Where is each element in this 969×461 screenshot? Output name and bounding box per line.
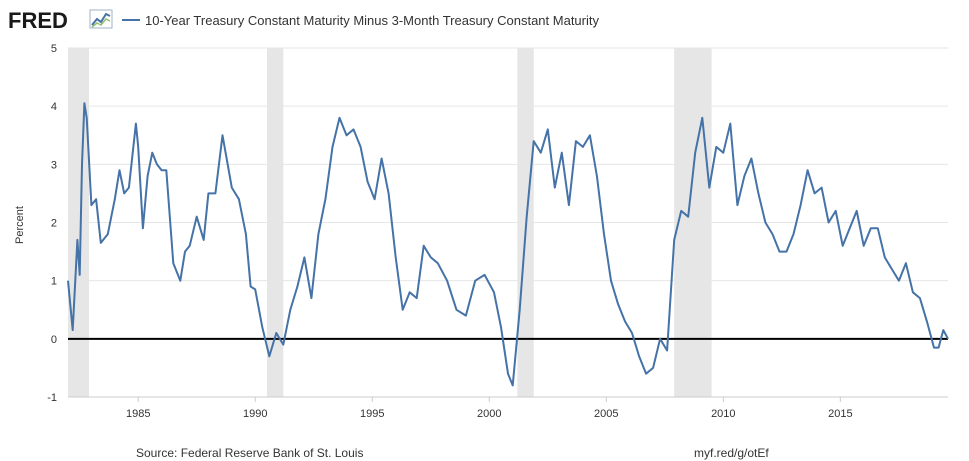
y-axis-label: Percent [14,206,26,244]
x-tick-label: 1985 [126,408,150,420]
grid-lines [68,47,948,398]
y-tick-label: 3 [51,159,57,171]
legend: 10-Year Treasury Constant Maturity Minus… [122,13,599,28]
fred-logo[interactable]: FRED [8,8,113,33]
series-line[interactable] [67,102,949,387]
y-tick-label: 4 [51,101,57,113]
x-tick-label: 2010 [711,408,735,420]
y-tick-label: 5 [51,43,57,55]
y-axis-ticks: -1 0 1 2 3 4 5 [47,43,57,404]
y-tick-label: -1 [47,392,57,404]
short-url-link[interactable]: myf.red/g/otEf [694,446,769,460]
legend-series-name: 10-Year Treasury Constant Maturity Minus… [145,13,599,28]
x-tick-label: 1995 [360,408,384,420]
logo-text: FRED [8,8,68,33]
y-tick-label: 0 [51,334,57,346]
source-text: Source: Federal Reserve Bank of St. Loui… [136,446,363,460]
y-tick-label: 2 [51,218,57,230]
x-tick-label: 2000 [477,408,501,420]
x-tick-label: 2015 [828,408,852,420]
x-tick-label: 2005 [594,408,618,420]
plot-area: -1 0 1 2 3 4 5 1985 1990 1995 2000 2005 2010 2015 [47,43,949,420]
logo-chart-icon [89,9,113,29]
x-axis-ticks: 1985 1990 1995 2000 2005 2010 2015 [68,396,948,420]
y-tick-label: 1 [51,276,57,288]
x-tick-label: 1990 [243,408,267,420]
